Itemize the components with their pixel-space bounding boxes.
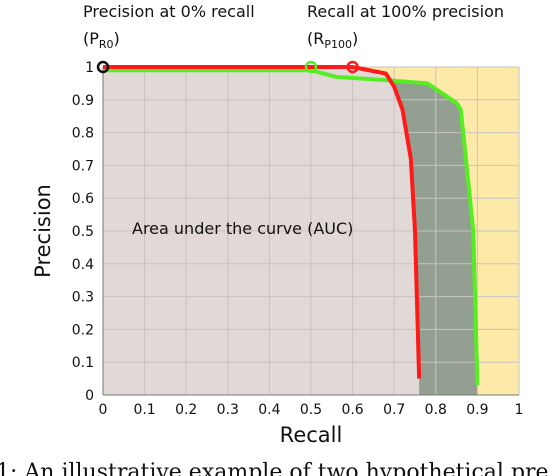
- y-tick-labels: 0 0.1 0.2 0.3 0.4 0.5 0.6 0.7 0.8 0.9 1: [72, 60, 94, 404]
- point-markers: [96, 60, 359, 74]
- y-tick-label: 1: [85, 60, 94, 76]
- y-tick-label: 0: [85, 388, 94, 404]
- p-r0-label: Precision at 0% recall: [83, 2, 255, 21]
- x-axis-title: Recall: [280, 423, 343, 447]
- x-tick-labels: 0 0.1 0.2 0.3 0.4 0.5 0.6 0.7 0.8 0.9 1: [99, 402, 524, 418]
- y-tick-label: 0.4: [72, 257, 94, 273]
- x-tick-label: 0.8: [425, 402, 447, 418]
- y-tick-label: 0.2: [72, 322, 94, 338]
- y-tick-label: 0.6: [72, 191, 94, 207]
- y-tick-label: 0.8: [72, 126, 94, 142]
- x-tick-label: 0.1: [133, 402, 155, 418]
- p-r0-abbrev: (PR0): [83, 29, 120, 51]
- x-tick-label: 0.9: [466, 402, 488, 418]
- y-axis-title: Precision: [31, 184, 55, 278]
- r-p100-label: Recall at 100% precision: [307, 2, 504, 21]
- auc-label: Area under the curve (AUC): [132, 219, 353, 238]
- x-tick-label: 0.4: [258, 402, 280, 418]
- series-line-green: [103, 68, 480, 386]
- y-tick-label: 0.3: [72, 290, 94, 306]
- x-tick-label: 1: [515, 402, 524, 418]
- axes: [102, 67, 519, 396]
- x-tick-label: 0.7: [383, 402, 405, 418]
- y-tick-label: 0.9: [72, 93, 94, 109]
- y-tick-label: 0.5: [72, 224, 94, 240]
- point-marker: [96, 60, 110, 74]
- x-tick-label: 0.6: [341, 402, 363, 418]
- x-tick-label: 0.5: [300, 402, 322, 418]
- x-tick-label: 0.2: [175, 402, 197, 418]
- point-marker: [304, 60, 318, 74]
- x-tick-label: 0.3: [217, 402, 239, 418]
- x-tick-label: 0: [99, 402, 108, 418]
- y-tick-label: 0.7: [72, 158, 94, 174]
- point-marker: [346, 60, 359, 74]
- figure-caption: 1: An illustrative example of two hypoth…: [0, 460, 549, 476]
- r-p100-abbrev: (RP100): [307, 29, 358, 51]
- y-tick-label: 0.1: [72, 355, 94, 371]
